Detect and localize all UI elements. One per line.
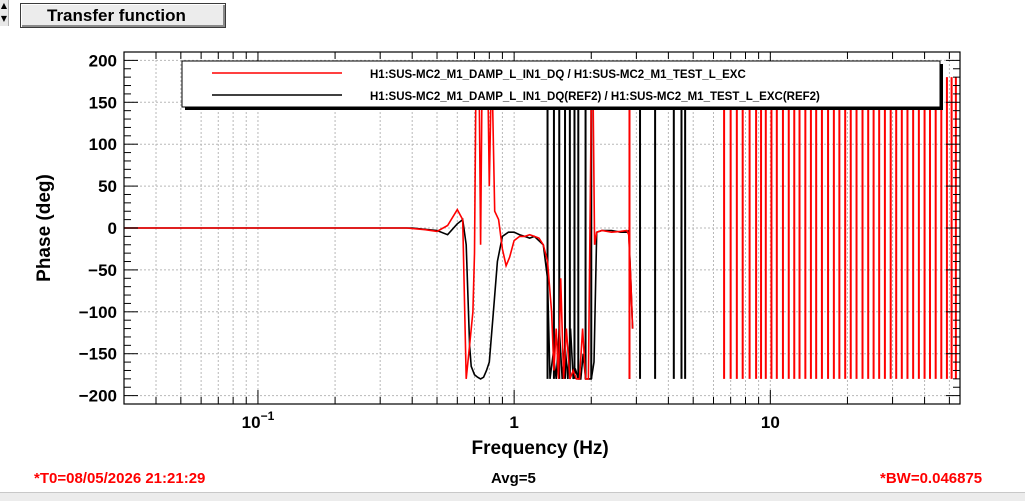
legend: H1:SUS-MC2_M1_DAMP_L_IN1_DQ / H1:SUS-MC2…: [181, 60, 943, 110]
x-tick-label: 1: [509, 413, 518, 432]
y-tick-label: 0: [108, 219, 117, 238]
y-tick-label: 150: [89, 93, 117, 112]
legend-box: [181, 60, 941, 108]
y-tick-label: 50: [98, 177, 117, 196]
x-tick-label: 10−1: [242, 409, 275, 432]
transfer-function-title-button[interactable]: Transfer function: [20, 3, 226, 28]
y-tick-label: 200: [89, 51, 117, 70]
scroll-up-icon[interactable]: ▲: [0, 1, 8, 10]
y-tick-label: −200: [79, 387, 117, 406]
phase-plot: −200 −150 −100 −50 0 50 100 150 200 10−1 1 10 H1:SU…: [34, 51, 961, 459]
bottom-bar: [0, 492, 1025, 501]
live-series-line: [124, 76, 634, 380]
avg-status: Avg=5: [491, 470, 536, 487]
t0-status: *T0=08/05/2026 21:21:29: [34, 470, 206, 487]
y-tick-label: 100: [89, 135, 117, 154]
scroll-strip[interactable]: ▲ ▼: [0, 0, 9, 26]
y-tick-label: −150: [79, 345, 117, 364]
y-tick-label: −100: [79, 303, 117, 322]
x-axis-label: Frequency (Hz): [472, 438, 609, 459]
legend-entry: H1:SUS-MC2_M1_DAMP_L_IN1_DQ(REF2) / H1:S…: [370, 91, 820, 103]
ref-series-line: [124, 218, 634, 380]
axis-ticks: −200 −150 −100 −50 0 50 100 150 200 10−1 1 10: [79, 51, 960, 432]
scroll-down-icon[interactable]: ▼: [0, 14, 8, 23]
legend-entry: H1:SUS-MC2_M1_DAMP_L_IN1_DQ / H1:SUS-MC2…: [370, 69, 746, 81]
bw-status: *BW=0.046875: [880, 470, 983, 487]
y-tick-label: −50: [88, 261, 117, 280]
y-axis-label: Phase (deg): [34, 174, 55, 282]
x-tick-label: 10: [761, 413, 780, 432]
series-layer: [124, 76, 957, 380]
